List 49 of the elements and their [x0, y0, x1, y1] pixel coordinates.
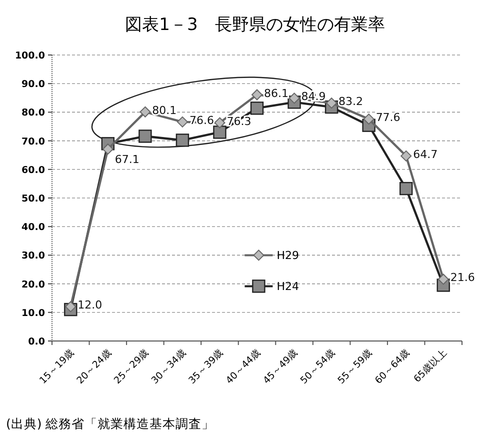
point: [326, 98, 338, 109]
point: [252, 89, 262, 100]
x-tick-label: 25～29歳: [112, 346, 152, 386]
data-label: 21.6: [450, 271, 475, 284]
legend-label: H29: [276, 249, 299, 262]
y-tick-label: 40.0: [22, 222, 46, 234]
data-label: 67.1: [114, 153, 140, 166]
x-tick-label: 20～24歳: [74, 346, 114, 386]
y-tick-label: 80.0: [22, 108, 46, 119]
x-tick-label: 15～19歳: [37, 346, 77, 386]
point: [214, 117, 226, 128]
y-tick-label: 60.0: [22, 164, 46, 176]
y-tick-label: 70.0: [22, 136, 46, 148]
point: [140, 106, 151, 118]
point: [400, 150, 412, 162]
point: [363, 114, 374, 125]
point: [65, 301, 76, 312]
point: [250, 102, 264, 115]
point: [438, 274, 449, 285]
x-tick-label: 40～44歳: [223, 346, 264, 386]
x-tick-label: 55～59歳: [335, 346, 375, 386]
y-tick-label: 30.0: [22, 250, 46, 262]
point: [176, 134, 190, 147]
data-label: 12.0: [78, 298, 102, 312]
y-tick-label: 100.0: [14, 50, 46, 62]
legend-label: H24: [276, 280, 299, 294]
x-tick-label: 45～49歳: [260, 346, 300, 386]
point: [138, 130, 152, 143]
data-label: 77.6: [376, 111, 400, 124]
y-tick-label: 20.0: [22, 279, 46, 290]
x-tick-label: 60～64歳: [372, 346, 412, 386]
y-tick-label: 0.0: [28, 336, 46, 348]
x-tick-label: 35～39歳: [186, 346, 226, 386]
x-tick-label: 30～34歳: [148, 346, 189, 386]
point: [102, 144, 114, 155]
point: [213, 126, 226, 139]
x-tick-label: 50～54歳: [298, 346, 338, 386]
x-tick-label: 65歳以上: [411, 346, 450, 385]
y-tick-label: 50.0: [22, 194, 46, 204]
y-tick-label: 90.0: [22, 79, 46, 90]
data-label: 64.7: [413, 148, 438, 161]
point: [288, 92, 300, 104]
data-label: 83.2: [338, 95, 364, 108]
point: [399, 182, 413, 196]
text: (出典) 総務省「就業構造基本調査」: [6, 416, 215, 431]
y-tick-label: 10.0: [22, 308, 46, 319]
chart-title: 図表1－3 長野県の女性の有業率: [125, 15, 385, 35]
data-label: 80.1: [152, 104, 177, 117]
point: [176, 116, 188, 128]
